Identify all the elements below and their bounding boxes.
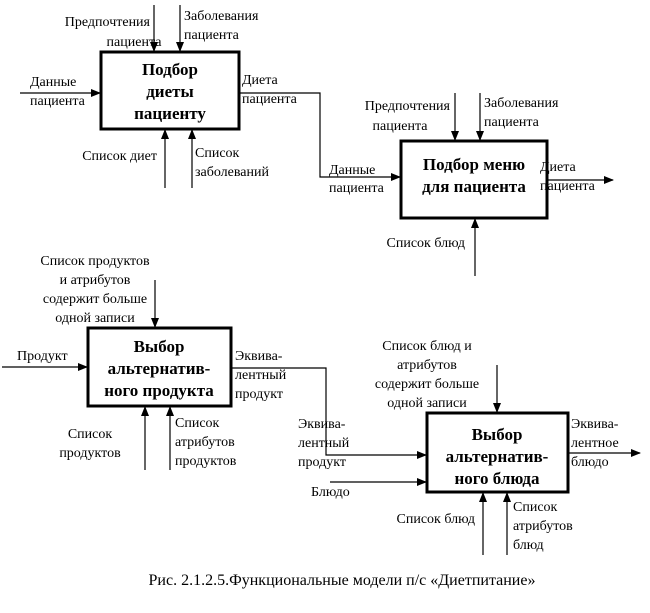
block-title-line: пациенту xyxy=(134,104,206,123)
label: Продукт xyxy=(17,349,68,364)
label: пациента xyxy=(484,115,540,130)
label: пациента xyxy=(329,181,385,196)
block-title-line: альтернатив- xyxy=(446,447,549,466)
label: Заболевания xyxy=(184,9,259,24)
label: Заболевания xyxy=(484,96,559,111)
label: содержит больше xyxy=(375,377,479,392)
label: лентный xyxy=(235,368,287,383)
label: одной записи xyxy=(55,311,135,326)
figure-caption: Рис. 2.1.2.5.Функциональные модели п/с «… xyxy=(149,572,536,589)
label: пациента xyxy=(242,92,298,107)
label: Список xyxy=(175,416,220,431)
block-title-line: ного блюда xyxy=(454,469,540,488)
label: атрибутов xyxy=(397,358,457,373)
label: Предпочтения xyxy=(65,15,151,30)
block-title-line: ного продукта xyxy=(104,381,214,400)
label: Эквива- xyxy=(298,417,346,432)
label: Список блюд xyxy=(397,512,475,527)
label: пациента xyxy=(107,35,163,50)
label: Диета xyxy=(242,73,279,88)
arrow-b3-out-to-b4 xyxy=(231,367,427,459)
label: лентный xyxy=(298,436,350,451)
label: пациента xyxy=(373,119,429,134)
block-title-line: Подбор xyxy=(142,60,198,79)
label: Диета xyxy=(540,160,577,175)
label: Эквива- xyxy=(571,417,619,432)
label: Список продуктов xyxy=(40,254,150,269)
label: Данные xyxy=(329,163,375,178)
label: содержит больше xyxy=(43,292,147,307)
arrow-b1-out-to-b2 xyxy=(239,92,401,181)
block-vybor-produkta: Выбор альтернатив- ного продукта xyxy=(86,326,233,408)
label: лентное xyxy=(571,436,619,451)
block-vybor-blyuda: Выбор альтернатив- ного блюда xyxy=(425,411,570,494)
label: блюдо xyxy=(571,455,609,470)
label: заболеваний xyxy=(195,165,270,180)
label: пациента xyxy=(540,179,596,194)
label: продуктов xyxy=(59,446,121,461)
label: атрибутов xyxy=(513,519,573,534)
label: Список xyxy=(195,146,240,161)
block-title-line: диеты xyxy=(146,82,194,101)
label: Список диет xyxy=(82,149,157,164)
label: одной записи xyxy=(387,396,467,411)
block-title-line: Подбор меню xyxy=(423,155,525,174)
arrow-labels: Предпочтения пациента Заболевания пациен… xyxy=(17,9,619,553)
label: блюд xyxy=(513,538,544,553)
label: пациента xyxy=(30,94,86,109)
label: Список блюд и xyxy=(382,339,472,354)
label: Список xyxy=(68,427,113,442)
label: атрибутов xyxy=(175,435,235,450)
label: продукт xyxy=(298,455,346,470)
block-title-line: альтернатив- xyxy=(108,359,211,378)
label: Данные xyxy=(30,75,76,90)
label: Предпочтения xyxy=(365,99,451,114)
block-title-line: Выбор xyxy=(472,425,523,444)
label: Список блюд xyxy=(387,236,465,251)
block-podbor-diety: Подбор диеты пациенту xyxy=(99,50,241,131)
block-title-line: для пациента xyxy=(422,177,526,196)
label: продуктов xyxy=(175,454,237,469)
block-podbor-menyu: Подбор меню для пациента xyxy=(399,139,549,220)
block-title-line: Выбор xyxy=(134,337,185,356)
label: Список xyxy=(513,500,558,515)
label: продукт xyxy=(235,387,283,402)
label: Эквива- xyxy=(235,349,283,364)
label: Блюдо xyxy=(311,485,350,500)
label: пациента xyxy=(184,28,240,43)
label: и атрибутов xyxy=(60,273,131,288)
arrows xyxy=(2,5,641,555)
